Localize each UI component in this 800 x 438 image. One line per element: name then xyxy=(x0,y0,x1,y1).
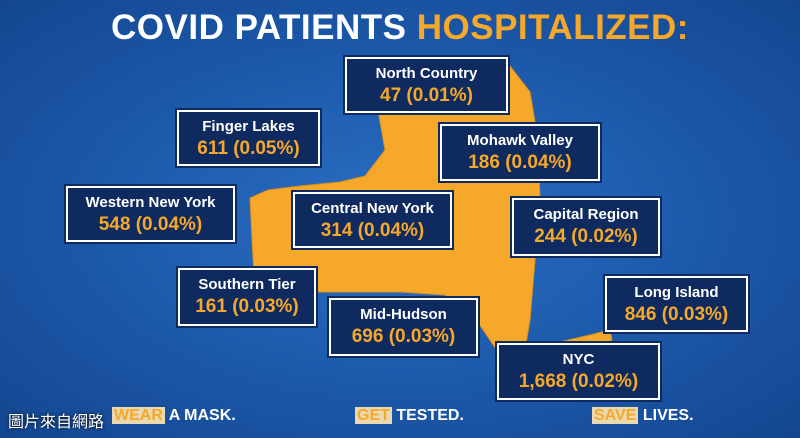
region-box: Finger Lakes 611 (0.05%) xyxy=(177,110,320,166)
region-name: NYC xyxy=(562,351,595,368)
region-value: 244 (0.02%) xyxy=(534,226,638,247)
footer-slogan: WEAR A MASK. xyxy=(112,407,236,425)
region-value: 548 (0.04%) xyxy=(98,214,203,235)
title: COVID PATIENTS HOSPITALIZED: xyxy=(0,8,800,48)
title-white: COVID PATIENTS xyxy=(111,8,407,47)
region-box: Long Island 846 (0.03%) xyxy=(605,276,748,332)
title-orange: HOSPITALIZED: xyxy=(416,8,689,47)
slogan-highlight: SAVE xyxy=(592,407,639,424)
region-name: North Country xyxy=(375,65,478,82)
region-name: Southern Tier xyxy=(198,276,296,293)
slogan-highlight: GET xyxy=(355,407,392,424)
region-name: Western New York xyxy=(85,194,216,211)
region-value: 186 (0.04%) xyxy=(468,152,572,173)
region-box: Southern Tier 161 (0.03%) xyxy=(178,268,316,326)
region-value: 846 (0.03%) xyxy=(624,304,729,325)
region-box: Capital Region 244 (0.02%) xyxy=(512,198,660,256)
slogan-text: TESTED. xyxy=(396,407,464,424)
watermark: 圖片來自網路 xyxy=(8,414,105,431)
region-box: Central New York 314 (0.04%) xyxy=(293,192,452,248)
region-value: 1,668 (0.02%) xyxy=(518,371,639,392)
region-value: 314 (0.04%) xyxy=(320,220,425,241)
region-name: Capital Region xyxy=(533,206,639,223)
region-box: Western New York 548 (0.04%) xyxy=(66,186,235,242)
region-name: Mid-Hudson xyxy=(360,306,447,323)
region-name: Central New York xyxy=(311,200,434,217)
region-value: 696 (0.03%) xyxy=(351,326,456,347)
region-box: Mid-Hudson 696 (0.03%) xyxy=(329,298,478,356)
region-value: 47 (0.01%) xyxy=(380,85,473,106)
footer-slogan: SAVE LIVES. xyxy=(592,407,694,425)
region-box: North Country 47 (0.01%) xyxy=(345,57,508,113)
region-box: Mohawk Valley 186 (0.04%) xyxy=(440,124,600,181)
region-name: Finger Lakes xyxy=(202,118,295,135)
footer-slogan: GET TESTED. xyxy=(355,407,464,425)
slogan-text: LIVES. xyxy=(642,407,694,424)
region-name: Mohawk Valley xyxy=(467,132,573,149)
slogan-text: A MASK. xyxy=(168,407,236,424)
slogan-highlight: WEAR xyxy=(112,407,165,424)
region-name: Long Island xyxy=(634,284,719,301)
region-box: NYC 1,668 (0.02%) xyxy=(497,343,660,400)
region-value: 161 (0.03%) xyxy=(195,296,299,317)
region-value: 611 (0.05%) xyxy=(197,138,300,159)
